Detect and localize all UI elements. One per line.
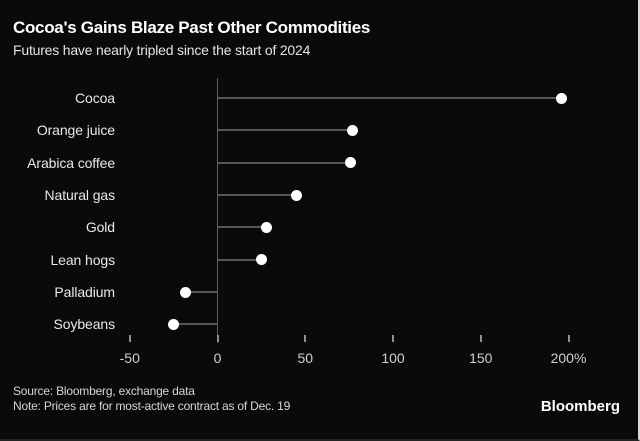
zero-axis-line (217, 78, 218, 343)
axis-tick (479, 335, 482, 342)
category-label: Orange juice (36, 122, 115, 139)
chart-subtitle: Futures have nearly tripled since the st… (13, 42, 311, 58)
axis-tick-label: 200% (550, 350, 587, 366)
lollipop-dot (290, 189, 302, 201)
lollipop-stem (217, 97, 562, 99)
axis-tick (304, 335, 307, 342)
axis-tick-label: 150 (469, 350, 493, 366)
axis-tick (392, 335, 394, 342)
note-text: Note: Prices are for most-active contrac… (13, 399, 291, 413)
lollipop-dot (345, 157, 357, 169)
lollipop-stem (217, 129, 353, 132)
category-label: Gold (85, 219, 115, 236)
lollipop-stem (217, 226, 267, 229)
axis-tick-label: 50 (297, 350, 314, 366)
bloomberg-logo: Bloomberg (540, 398, 620, 415)
category-label: Palladium (54, 284, 115, 301)
axis-tick-label: 0 (213, 350, 222, 366)
axis-tick-label: 100 (381, 350, 405, 366)
lollipop-dot (347, 124, 359, 136)
axis-tick (567, 335, 570, 342)
lollipop-stem (173, 323, 218, 326)
chart-title: Cocoa's Gains Blaze Past Other Commoditi… (13, 18, 371, 37)
lollipop-dot (168, 318, 180, 330)
lollipop-dot (255, 254, 267, 266)
lollipop-stem (217, 258, 262, 261)
lollipop-stem (217, 161, 351, 164)
lollipop-dot (555, 92, 567, 104)
category-label: Natural gas (44, 187, 116, 204)
lollipop-stem (185, 291, 218, 294)
source-text: Source: Bloomberg, exchange data (13, 384, 195, 398)
lollipop-dot (261, 221, 273, 233)
category-label: Cocoa (75, 90, 115, 106)
lollipop-dot (180, 286, 192, 298)
lollipop-stem (217, 194, 297, 197)
axis-tick (128, 335, 131, 342)
axis-tick-label: -50 (119, 350, 140, 366)
category-label: Soybeans (53, 316, 116, 333)
axis-tick (216, 335, 219, 342)
category-label: Lean hogs (50, 251, 116, 268)
category-label: Arabica coffee (27, 154, 115, 171)
